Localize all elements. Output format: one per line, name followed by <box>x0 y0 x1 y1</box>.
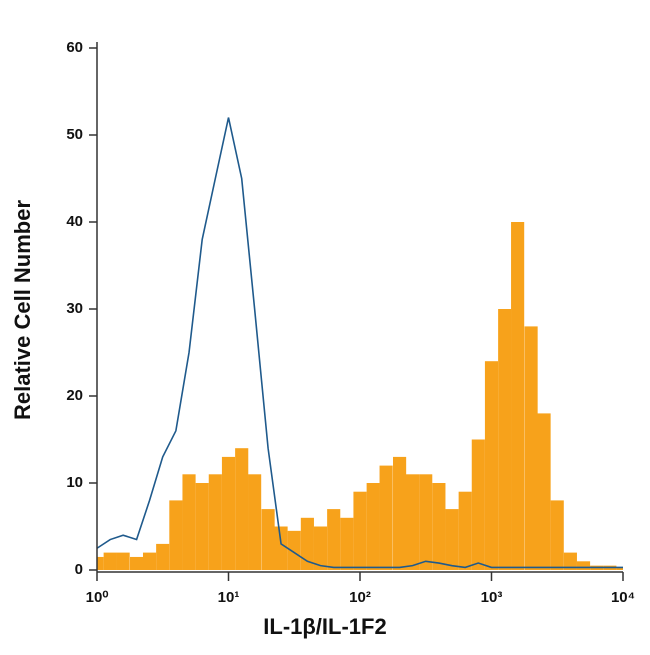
histogram-bar <box>327 509 341 570</box>
y-tick-label: 0 <box>75 561 83 578</box>
histogram-bar <box>550 500 564 570</box>
y-tick-label: 40 <box>66 213 83 230</box>
histogram-bar <box>142 552 157 570</box>
x-tick-label: 10³ <box>481 589 503 606</box>
histogram-bar <box>445 509 459 570</box>
x-tick-label: 10⁰ <box>86 589 109 606</box>
histogram-bar <box>340 517 354 570</box>
histogram-bar <box>208 474 222 570</box>
histogram-bar <box>182 474 196 570</box>
y-tick-label: 20 <box>66 387 83 404</box>
histogram-bar <box>97 556 104 570</box>
plot-area: 0 10 20 30 40 50 60 10⁰ 10¹ 10² 10³ 10⁴ <box>66 39 635 606</box>
histogram-bar <box>405 474 420 570</box>
histogram-bar <box>261 509 275 570</box>
histogram-bar <box>169 500 183 570</box>
y-axis-label: Relative Cell Number <box>10 200 35 421</box>
histogram-bar <box>156 543 170 570</box>
histogram-outline <box>96 117 623 569</box>
histogram-bar <box>419 474 433 570</box>
histogram-bar <box>248 474 262 570</box>
histogram-bar <box>313 526 328 570</box>
histogram-bar <box>484 361 499 570</box>
histogram-bar <box>130 556 144 570</box>
histogram-bar <box>221 456 236 570</box>
histogram-bar <box>379 465 393 570</box>
histogram-bar <box>366 483 380 570</box>
histogram-bar <box>235 448 249 570</box>
histogram-bar <box>498 309 512 570</box>
histogram-bar <box>287 530 301 570</box>
histogram-bar <box>616 567 623 570</box>
x-tick-label: 10¹ <box>218 589 240 606</box>
histogram-bar <box>274 526 288 570</box>
histogram-bar <box>524 326 538 570</box>
histogram-bar <box>353 491 367 570</box>
histogram-bar <box>511 222 525 570</box>
x-tick-label: 10² <box>349 589 371 606</box>
histogram-bar <box>537 413 551 570</box>
histogram-bar <box>195 483 209 570</box>
histogram-bar <box>458 491 472 570</box>
y-tick-label: 60 <box>66 39 83 56</box>
y-tick-label: 10 <box>66 474 83 491</box>
x-axis-label: IL-1β/IL-1F2 <box>263 614 386 639</box>
histogram-bar <box>471 439 485 570</box>
x-tick-label: 10⁴ <box>611 589 635 606</box>
histogram-bar <box>116 552 130 570</box>
histogram-bar <box>563 552 577 570</box>
histogram-bar <box>103 552 117 570</box>
y-tick-label: 30 <box>66 300 83 317</box>
histogram-bar <box>300 517 314 570</box>
histogram-bar <box>432 483 446 570</box>
histogram-bar <box>393 456 407 570</box>
y-tick-label: 50 <box>66 126 83 143</box>
histogram-bar <box>576 561 591 570</box>
